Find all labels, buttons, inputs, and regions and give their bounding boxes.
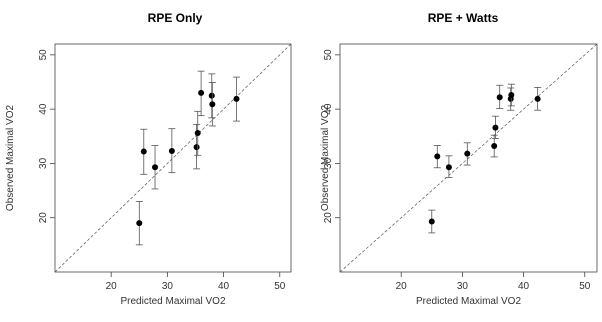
data-point: [496, 94, 503, 101]
y-tick-label: 50: [38, 49, 49, 61]
data-point: [208, 92, 215, 99]
data-point-group: [507, 83, 515, 107]
x-tick-label: 40: [218, 281, 230, 292]
x-tick-label: 30: [457, 281, 469, 292]
y-tick-label: 30: [38, 157, 49, 169]
data-point-group: [445, 155, 453, 178]
y-axis-label: Observed Maximal VO2: [5, 104, 16, 211]
data-point-group: [534, 87, 542, 111]
data-point: [491, 143, 498, 150]
x-tick-label: 20: [396, 281, 408, 292]
data-point: [464, 150, 471, 157]
plot-frame: [339, 43, 598, 273]
chart-title: RPE + Watts: [428, 11, 499, 25]
data-point: [136, 220, 143, 227]
data-point: [198, 89, 205, 96]
identity-line: [54, 43, 292, 273]
data-point: [492, 124, 499, 131]
data-point: [445, 164, 452, 171]
data-point-group: [433, 145, 441, 169]
data-point: [434, 153, 441, 160]
chart-panel-2: RPE + Watts 20 30 40 50 20 30 40 50 Predicted Max…: [320, 11, 598, 307]
identity-line: [339, 43, 598, 273]
data-point-group: [232, 76, 240, 122]
data-point-group: [168, 128, 176, 174]
chart-title: RPE Only: [148, 11, 203, 25]
plot-frame: [54, 43, 292, 273]
x-tick-label: 30: [162, 281, 174, 292]
data-point-group: [463, 142, 471, 166]
data-point: [140, 148, 147, 155]
data-point: [168, 147, 175, 154]
y-tick-label: 50: [323, 49, 334, 61]
data-point: [428, 218, 435, 225]
y-tick-label: 20: [323, 212, 334, 224]
x-tick-label: 50: [274, 281, 286, 292]
data-point: [534, 95, 541, 102]
data-point: [193, 144, 200, 151]
data-point: [152, 164, 159, 171]
y-axis-label: Observed Maximal VO2: [320, 104, 331, 211]
data-point-group: [428, 209, 436, 234]
data-point-group: [490, 134, 498, 158]
y-tick-label: 40: [38, 103, 49, 115]
data-point: [209, 101, 216, 108]
data-point-group: [151, 145, 159, 190]
data-point-group: [197, 70, 205, 117]
data-point-group: [208, 82, 216, 127]
data-point: [508, 92, 515, 99]
data-point-group: [208, 73, 216, 119]
x-tick-label: 50: [579, 281, 591, 292]
data-point-group: [496, 84, 504, 109]
data-point: [233, 95, 240, 102]
data-point: [194, 130, 201, 137]
chart-panel-1: RPE Only 20 30 40 50 20 30 40 50 Predicted Maxima…: [5, 11, 292, 307]
y-tick-label: 40: [323, 103, 334, 115]
x-axis-label: Predicted Maximal VO2: [120, 296, 225, 307]
x-tick-label: 40: [518, 281, 530, 292]
data-point-group: [140, 128, 148, 175]
x-axis-label: Predicted Maximal VO2: [416, 296, 521, 307]
y-tick-label: 20: [38, 212, 49, 224]
data-point-group: [194, 110, 202, 156]
data-point-group: [507, 87, 515, 111]
data-point-group: [491, 115, 499, 139]
data-point-group: [135, 201, 143, 246]
x-tick-label: 20: [106, 281, 118, 292]
y-tick-label: 30: [323, 157, 334, 169]
